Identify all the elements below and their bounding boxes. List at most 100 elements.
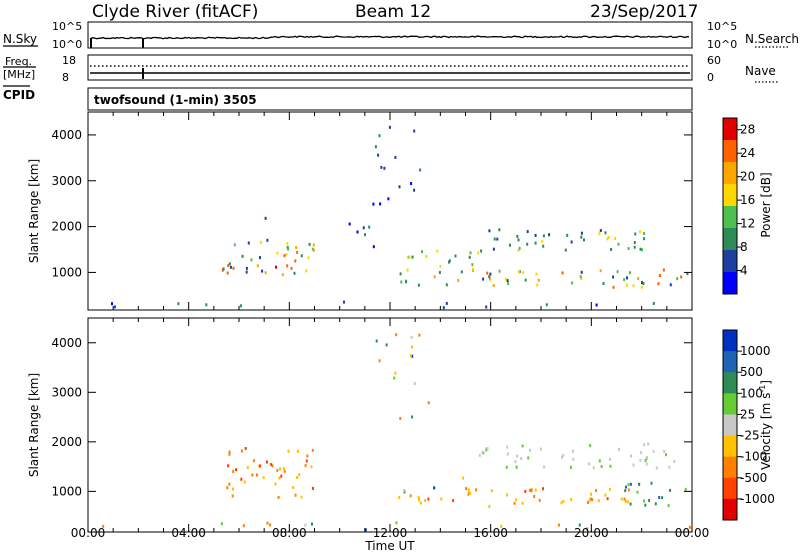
scatter-point <box>356 230 359 234</box>
scatter-point <box>253 459 255 463</box>
scatter-point <box>372 245 375 249</box>
colorbar-tick: -100 <box>740 450 767 464</box>
scatter-point <box>296 476 299 479</box>
scatter-point <box>287 247 289 251</box>
scatter-point <box>538 498 541 502</box>
scatter-point <box>650 481 653 485</box>
scatter-point <box>658 274 661 277</box>
scatter-point <box>311 522 313 526</box>
colorbar-swatch <box>723 118 737 141</box>
scatter-point <box>604 493 607 497</box>
scatter-point <box>233 243 236 247</box>
scatter-point <box>652 449 655 453</box>
scatter-point <box>572 449 574 453</box>
scatter-point <box>378 359 381 363</box>
scatter-point <box>680 275 683 279</box>
scatter-point <box>583 238 585 242</box>
scatter-point <box>304 523 307 527</box>
scatter-point <box>485 448 488 452</box>
scatter-point <box>274 482 277 486</box>
scatter-point <box>285 253 288 256</box>
scatter-point <box>408 255 411 259</box>
scatter-point <box>305 269 308 273</box>
scatter-point <box>542 244 545 248</box>
scatter-point <box>673 460 676 463</box>
scatter-point <box>462 476 465 480</box>
scatter-point <box>542 234 545 238</box>
scatter-point <box>600 465 603 468</box>
scatter-point <box>427 401 430 405</box>
scatter-point <box>562 453 565 457</box>
scatter-point <box>374 145 377 149</box>
scatter-point <box>668 465 671 469</box>
scatter-point <box>395 521 398 525</box>
colorbar-swatch <box>723 477 737 500</box>
scatter-point <box>307 256 310 260</box>
colorbar-swatch <box>723 351 737 373</box>
scatter-point <box>537 278 540 282</box>
scatter-point <box>524 489 527 493</box>
scatter-point <box>644 503 647 507</box>
scatter-point <box>579 275 582 279</box>
scatter-point <box>280 474 283 478</box>
scatter-point <box>578 523 581 527</box>
scatter-point <box>629 502 632 506</box>
scatter-point <box>394 155 397 159</box>
scatter-point <box>256 473 258 477</box>
nsky-series <box>90 35 690 40</box>
colorbar-tick: 12 <box>740 217 755 231</box>
ytick-label: 4000 <box>51 336 82 350</box>
colorbar-tick: 25 <box>740 407 755 421</box>
scatter-point <box>262 476 265 480</box>
nave-tick-top: 60 <box>707 54 721 67</box>
scatter-point <box>399 272 402 276</box>
scatter-point <box>595 303 598 307</box>
velocity-colorbar: 1000 500 100 25 -25 -100 -500 -1000 <box>722 329 775 521</box>
scatter-point <box>534 488 537 492</box>
ytick-label: 4000 <box>51 128 82 142</box>
colorbar-swatch <box>723 498 737 521</box>
scatter-point <box>641 281 643 285</box>
scatter-point <box>562 499 565 503</box>
scatter-point <box>606 497 609 501</box>
scatter-point <box>232 487 234 491</box>
scatter-point <box>417 283 420 287</box>
nave-tick-bottom: 0 <box>707 71 714 84</box>
scatter-point <box>228 452 231 456</box>
scatter-point <box>580 231 583 235</box>
scatter-point <box>590 492 592 496</box>
scatter-point <box>507 282 510 286</box>
scatter-point <box>399 416 402 420</box>
colorbar-swatch <box>723 162 737 185</box>
scatter-point <box>298 473 301 477</box>
scatter-point <box>676 277 679 281</box>
power-frame <box>87 111 693 311</box>
scatter-point <box>232 266 235 270</box>
scatter-point <box>413 129 416 133</box>
scatter-point <box>393 376 396 380</box>
scatter-point <box>283 254 286 258</box>
power-ylabel: Slant Range [km] <box>27 159 41 263</box>
scatter-point <box>517 269 520 273</box>
scatter-point <box>409 494 412 498</box>
cpid-text: twofsound (1-min) 3505 <box>94 93 257 107</box>
date-title: 23/Sep/2017 <box>590 2 698 22</box>
scatter-point <box>266 238 269 242</box>
scatter-point <box>633 245 636 249</box>
scatter-point <box>294 493 297 497</box>
ytick-label: 2000 <box>51 435 82 449</box>
scatter-point <box>411 345 413 349</box>
scatter-point <box>410 335 413 339</box>
scatter-point <box>277 495 280 499</box>
scatter-point <box>403 489 405 492</box>
scatter-point <box>292 486 295 489</box>
scatter-point <box>311 448 314 452</box>
scatter-point <box>509 243 511 247</box>
scatter-point <box>405 280 408 284</box>
scatter-point <box>543 465 546 469</box>
scatter-point <box>394 371 397 375</box>
colorbar-tick: -1000 <box>740 492 775 506</box>
scatter-point <box>220 522 223 526</box>
scatter-point <box>542 487 544 491</box>
scatter-point <box>591 498 594 502</box>
